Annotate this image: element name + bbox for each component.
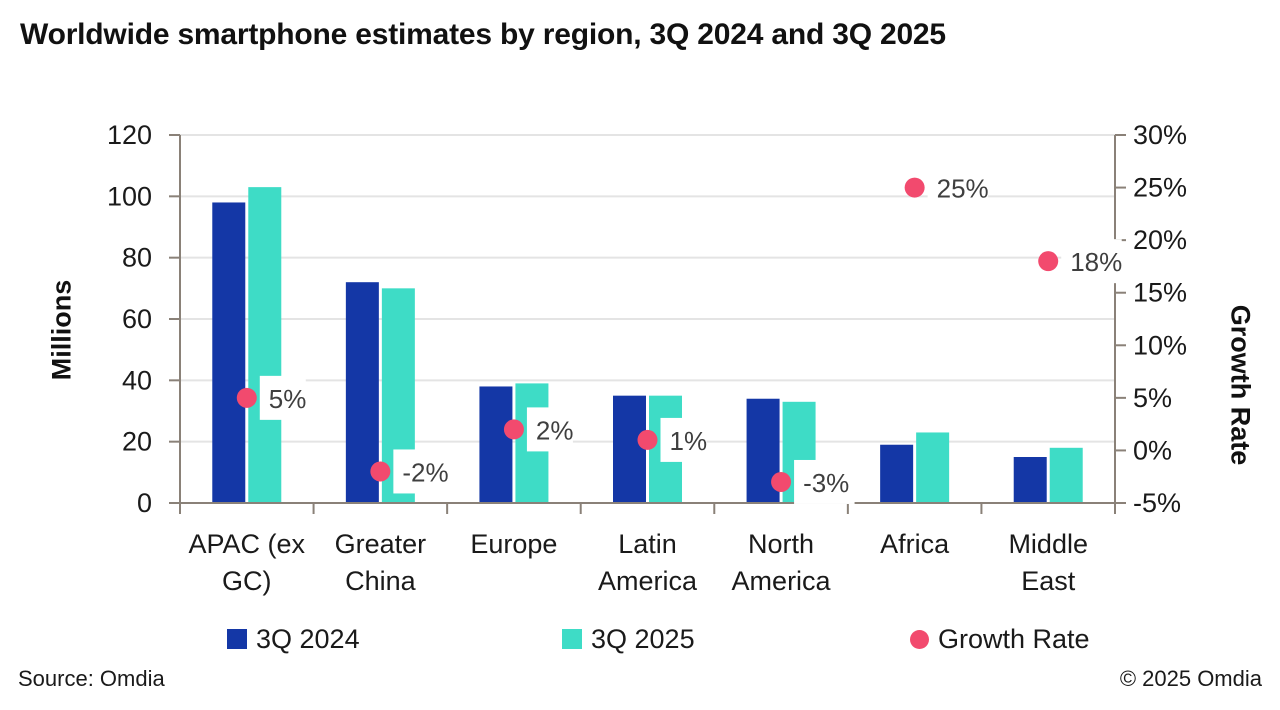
bar-3q2025-6 <box>1049 447 1083 503</box>
legend-label-growth-rate: Growth Rate <box>938 623 1090 654</box>
legend-swatch-3q2024 <box>227 629 247 649</box>
category-label-6: East <box>1021 566 1076 596</box>
left-axis-tick-label: 100 <box>107 181 152 211</box>
growth-dot-6 <box>1038 251 1059 272</box>
bar-3q2024-3 <box>613 395 646 503</box>
category-label-0: APAC (ex <box>189 529 306 559</box>
left-axis-tick-label: 80 <box>122 243 152 273</box>
category-label-6: Middle <box>1008 529 1088 559</box>
growth-dot-3 <box>637 429 658 450</box>
category-label-2: Europe <box>470 529 557 559</box>
source-note: Source: Omdia <box>18 666 165 691</box>
legend-swatch-3q2025 <box>562 629 582 649</box>
copyright-note: © 2025 Omdia <box>1119 666 1262 691</box>
category-label-0: GC) <box>222 566 272 596</box>
growth-label-box-0 <box>259 375 306 420</box>
growth-label-6: 18% <box>1070 247 1122 277</box>
legend-swatch-growth-rate-icon <box>910 629 929 649</box>
left-axis-tick-label: 40 <box>122 365 152 395</box>
growth-label-0: 5% <box>269 384 307 414</box>
right-axis-tick-label: -5% <box>1133 488 1181 518</box>
growth-label-box-2 <box>526 407 573 452</box>
category-label-3: America <box>598 566 698 596</box>
legend-item-3q2025: 3Q 2025 <box>562 622 695 656</box>
right-axis-tick-label: 25% <box>1133 173 1187 203</box>
growth-label-box-3 <box>660 417 707 462</box>
bar-3q2024-6 <box>1013 457 1047 503</box>
growth-dot-0 <box>236 387 257 408</box>
legend-label-3q2025: 3Q 2025 <box>591 623 695 654</box>
right-axis-tick-label: 30% <box>1133 120 1187 150</box>
bar-3q2025-0 <box>248 187 282 503</box>
right-axis-tick-label: 0% <box>1133 435 1172 465</box>
category-label-1: Greater <box>335 529 427 559</box>
legend: 3Q 2024 3Q 2025 Growth Rate <box>0 622 1280 656</box>
legend-item-growth-rate: Growth Rate <box>910 622 1090 656</box>
category-label-1: China <box>345 566 417 596</box>
bar-3q2024-5 <box>880 444 914 503</box>
bar-3q2025-5 <box>916 432 950 503</box>
right-axis-tick-label: 20% <box>1133 225 1187 255</box>
bar-3q2024-0 <box>212 202 246 503</box>
left-axis-tick-label: 120 <box>107 120 152 150</box>
growth-label-box-6 <box>1061 239 1122 284</box>
legend-label-3q2024: 3Q 2024 <box>256 623 360 654</box>
legend-item-3q2024: 3Q 2024 <box>227 622 360 656</box>
growth-dot-5 <box>904 177 925 198</box>
chart-title: Worldwide smartphone estimates by region… <box>20 18 946 51</box>
growth-label-3: 1% <box>670 426 708 456</box>
growth-dot-4 <box>771 471 792 492</box>
left-axis-tick-label: 20 <box>122 427 152 457</box>
growth-label-box-5 <box>927 165 989 210</box>
category-label-5: Africa <box>880 529 950 559</box>
growth-label-2: 2% <box>536 415 574 445</box>
growth-label-box-4 <box>794 459 855 504</box>
bar-3q2024-2 <box>479 386 513 503</box>
growth-dot-1 <box>370 461 391 482</box>
growth-label-4: -3% <box>803 468 849 498</box>
growth-dot-2 <box>503 419 524 440</box>
growth-label-box-1 <box>393 449 454 494</box>
growth-label-1: -2% <box>402 457 448 487</box>
right-axis-tick-label: 15% <box>1133 278 1187 308</box>
category-label-4: North <box>748 529 814 559</box>
left-axis-tick-label: 60 <box>122 304 152 334</box>
category-label-3: Latin <box>618 529 677 559</box>
right-axis-tick-label: 5% <box>1133 383 1172 413</box>
growth-label-5: 25% <box>937 174 989 204</box>
right-axis-tick-label: 10% <box>1133 330 1187 360</box>
category-label-4: America <box>732 566 832 596</box>
left-axis-tick-label: 0 <box>137 488 152 518</box>
